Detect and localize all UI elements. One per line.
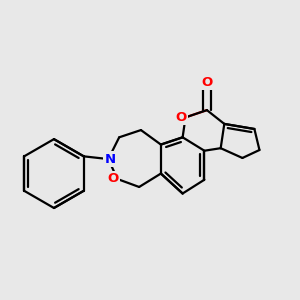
Text: O: O bbox=[176, 111, 187, 124]
Text: N: N bbox=[105, 153, 116, 166]
Text: O: O bbox=[201, 76, 212, 89]
Text: O: O bbox=[107, 172, 118, 185]
